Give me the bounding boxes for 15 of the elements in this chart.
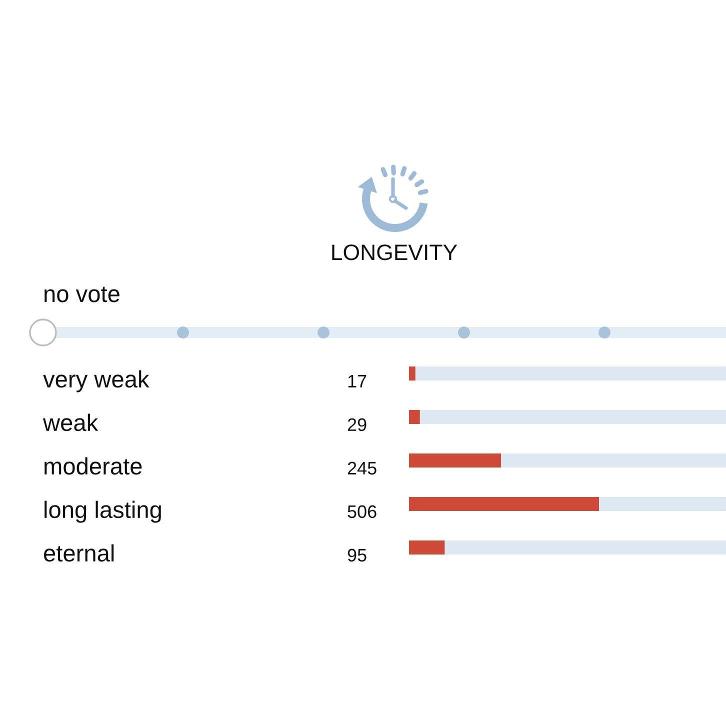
data-label: 29 <box>348 418 366 432</box>
data-label: 17 <box>348 374 366 388</box>
bar <box>409 410 420 424</box>
chart-title: LONGEVITY <box>332 244 458 260</box>
y-tick-label: very weak <box>43 370 150 392</box>
data-label: 245 <box>348 462 376 475</box>
y-tick-label: moderate <box>44 457 142 475</box>
data-label: 95 <box>348 548 366 562</box>
bar <box>409 366 416 380</box>
text: no vote <box>44 286 120 302</box>
data-label: 506 <box>348 505 376 518</box>
y-tick-label: eternal <box>44 544 114 562</box>
y-tick-label: long lasting <box>44 500 161 523</box>
y-tick-label: weak <box>42 414 98 432</box>
bar <box>409 540 445 554</box>
